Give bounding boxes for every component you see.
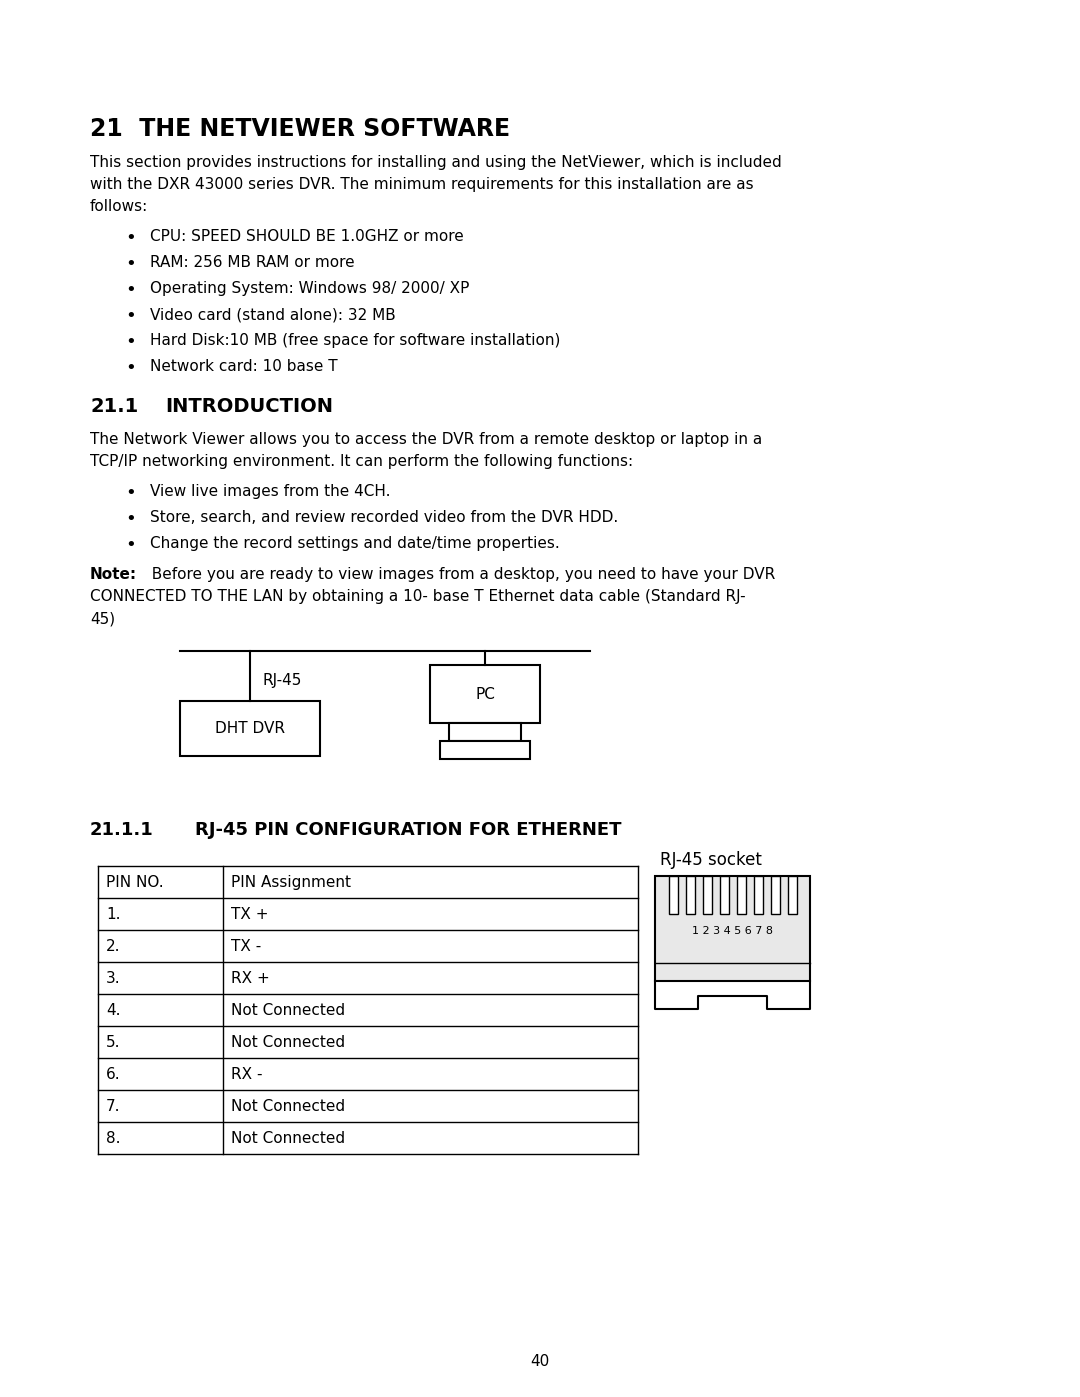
Text: TCP/IP networking environment. It can perform the following functions:: TCP/IP networking environment. It can pe… <box>90 454 633 469</box>
Text: DHT DVR: DHT DVR <box>215 721 285 736</box>
Text: RAM: 256 MB RAM or more: RAM: 256 MB RAM or more <box>150 256 354 270</box>
Text: 21.1.1: 21.1.1 <box>90 821 153 840</box>
Text: 6.: 6. <box>106 1066 121 1081</box>
Text: •: • <box>125 229 136 247</box>
Bar <box>654 876 810 981</box>
Bar <box>180 701 320 756</box>
Text: Not Connected: Not Connected <box>231 1003 346 1017</box>
Text: TX -: TX - <box>231 939 261 954</box>
Text: 40: 40 <box>530 1355 550 1369</box>
Text: •: • <box>125 256 136 272</box>
Bar <box>686 876 696 914</box>
Text: RJ-45 PIN CONFIGURATION FOR ETHERNET: RJ-45 PIN CONFIGURATION FOR ETHERNET <box>195 821 621 840</box>
Text: Video card (stand alone): 32 MB: Video card (stand alone): 32 MB <box>150 307 395 321</box>
Text: 45): 45) <box>90 610 116 626</box>
Bar <box>719 876 729 914</box>
Bar <box>669 876 678 914</box>
Text: TX +: TX + <box>231 907 269 922</box>
Text: RX -: RX - <box>231 1066 262 1081</box>
Text: Not Connected: Not Connected <box>231 1035 346 1049</box>
Text: follows:: follows: <box>90 198 148 214</box>
Bar <box>737 876 746 914</box>
Text: RJ-45 socket: RJ-45 socket <box>660 851 761 869</box>
Text: CPU: SPEED SHOULD BE 1.0GHZ or more: CPU: SPEED SHOULD BE 1.0GHZ or more <box>150 229 463 244</box>
Text: RJ-45: RJ-45 <box>262 673 301 687</box>
Text: 21  THE NETVIEWER SOFTWARE: 21 THE NETVIEWER SOFTWARE <box>90 117 510 141</box>
Text: Store, search, and review recorded video from the DVR HDD.: Store, search, and review recorded video… <box>150 510 618 525</box>
Text: Note:: Note: <box>90 567 137 583</box>
Text: 8.: 8. <box>106 1130 121 1146</box>
Text: 2.: 2. <box>106 939 121 954</box>
Text: •: • <box>125 359 136 377</box>
Text: View live images from the 4CH.: View live images from the 4CH. <box>150 483 391 499</box>
Bar <box>440 740 530 759</box>
Text: Not Connected: Not Connected <box>231 1098 346 1113</box>
Text: •: • <box>125 281 136 299</box>
Text: •: • <box>125 510 136 528</box>
Text: 1.: 1. <box>106 907 121 922</box>
Text: Change the record settings and date/time properties.: Change the record settings and date/time… <box>150 536 559 550</box>
Text: INTRODUCTION: INTRODUCTION <box>165 397 333 416</box>
Text: RX +: RX + <box>231 971 270 985</box>
Text: 3.: 3. <box>106 971 121 985</box>
Bar <box>703 876 712 914</box>
Text: The Network Viewer allows you to access the DVR from a remote desktop or laptop : The Network Viewer allows you to access … <box>90 432 762 447</box>
Text: •: • <box>125 307 136 326</box>
Text: Hard Disk:10 MB (free space for software installation): Hard Disk:10 MB (free space for software… <box>150 332 561 348</box>
Text: This section provides instructions for installing and using the NetViewer, which: This section provides instructions for i… <box>90 155 782 170</box>
Text: Network card: 10 base T: Network card: 10 base T <box>150 359 338 374</box>
Bar <box>449 724 521 740</box>
Text: PIN NO.: PIN NO. <box>106 875 164 890</box>
Text: 4.: 4. <box>106 1003 121 1017</box>
Text: PIN Assignment: PIN Assignment <box>231 875 351 890</box>
Text: 5.: 5. <box>106 1035 121 1049</box>
Bar <box>771 876 780 914</box>
Text: Before you are ready to view images from a desktop, you need to have your DVR: Before you are ready to view images from… <box>141 567 775 583</box>
Text: Operating System: Windows 98/ 2000/ XP: Operating System: Windows 98/ 2000/ XP <box>150 281 470 296</box>
Text: with the DXR 43000 series DVR. The minimum requirements for this installation ar: with the DXR 43000 series DVR. The minim… <box>90 177 754 191</box>
Text: 21.1: 21.1 <box>90 397 138 416</box>
Text: 7.: 7. <box>106 1098 121 1113</box>
Text: CONNECTED TO THE LAN by obtaining a 10- base T Ethernet data cable (Standard RJ-: CONNECTED TO THE LAN by obtaining a 10- … <box>90 590 745 604</box>
Text: •: • <box>125 536 136 555</box>
Text: PC: PC <box>475 686 495 701</box>
Text: 1 2 3 4 5 6 7 8: 1 2 3 4 5 6 7 8 <box>692 926 773 936</box>
Bar <box>788 876 797 914</box>
Bar <box>430 665 540 724</box>
Text: Not Connected: Not Connected <box>231 1130 346 1146</box>
Text: •: • <box>125 332 136 351</box>
Bar <box>754 876 764 914</box>
Text: •: • <box>125 483 136 502</box>
